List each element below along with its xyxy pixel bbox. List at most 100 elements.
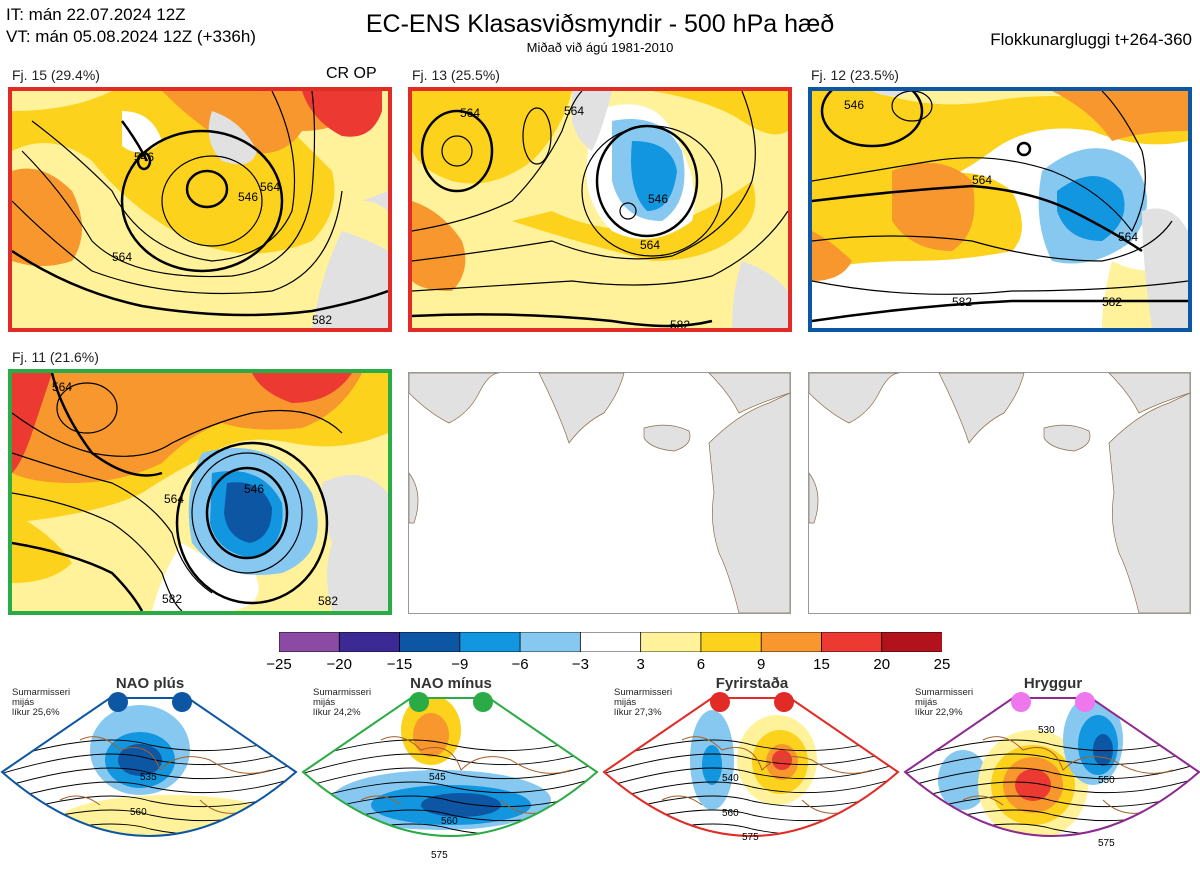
contour-label: 564 <box>112 250 132 264</box>
colorbar <box>278 631 943 653</box>
regime-note: Sumarmisseri mijás líkur 27,3% <box>614 688 672 718</box>
colorbar-swatch <box>821 631 883 653</box>
contour-label: 546 <box>648 192 668 206</box>
regime-contour-label: 560 <box>722 808 739 819</box>
regime-border <box>602 697 900 837</box>
contour-label: 564 <box>564 104 584 118</box>
regime-contour-label: 560 <box>130 807 147 818</box>
contour-label: 582 <box>162 592 182 606</box>
empty-map-panel-5 <box>408 372 791 614</box>
contour-label: 564 <box>972 173 992 187</box>
contour-label: 546 <box>134 150 154 164</box>
cr-op-label: CR OP <box>326 65 377 82</box>
contour-label: 582 <box>952 295 972 309</box>
classification-window: Flokkunargluggi t+264-360 <box>990 30 1192 49</box>
colorbar-swatch <box>760 631 823 653</box>
regime-note-line: Sumarmisseri <box>12 687 71 698</box>
contour-label: 564 <box>640 238 660 252</box>
colorbar-tick-label: −25 <box>266 656 292 673</box>
regime-contour-label: 540 <box>722 773 739 784</box>
regime-note: Sumarmisseri mijás líkur 24,2% <box>313 688 371 718</box>
regime-contour-label: 535 <box>140 772 157 783</box>
cluster-map-panel-2: 564 564 546 564 582 <box>408 87 792 332</box>
colorbar-swatch <box>700 631 763 653</box>
regime-dot <box>1075 692 1095 712</box>
contour-label: 564 <box>52 380 72 394</box>
colorbar-tick-label: 3 <box>636 656 645 673</box>
contour-label: 546 <box>844 98 864 112</box>
colorbar-swatch <box>338 631 401 653</box>
colorbar-swatches <box>278 631 943 653</box>
colorbar-swatch <box>640 631 702 653</box>
regime-note-line: mijás <box>313 697 336 708</box>
regime-contour-label: 560 <box>441 816 458 827</box>
cluster-map-panel-1: 546 564 546 564 582 <box>8 87 392 332</box>
regime-dot <box>409 692 429 712</box>
regime-dot <box>1011 692 1031 712</box>
panel-4-label: Fj. 11 (21.6%) <box>12 349 99 365</box>
cluster-map-panel-3: 546 564 564 582 582 <box>808 87 1192 332</box>
empty-map-5 <box>409 373 790 613</box>
regime-contour-label: 530 <box>1038 725 1055 736</box>
regime-note: Sumarmisseri mijás líkur 22,9% <box>915 688 973 718</box>
colorbar-swatch <box>579 631 642 653</box>
regime-note-line: mijás <box>12 697 35 708</box>
cluster-map-panel-4: 564 546 564 582 582 <box>8 369 392 615</box>
regime-dot <box>710 692 730 712</box>
colorbar-tick-label: 25 <box>933 656 951 673</box>
colorbar-tick-label: 9 <box>757 656 766 673</box>
regime-map: 535 560 <box>0 692 298 837</box>
colorbar-tick-label: −20 <box>326 656 352 673</box>
regime-contour-label: 575 <box>742 832 759 843</box>
regime-dot <box>473 692 493 712</box>
colorbar-swatch <box>459 631 521 653</box>
regime-note-line: líkur 25,6% <box>12 707 60 718</box>
regime-note-line: Sumarmisseri <box>313 687 372 698</box>
valid-time-text: VT: mán 05.08.2024 12Z (+336h) <box>6 27 256 46</box>
colorbar-tick-label: 15 <box>813 656 830 673</box>
regime-dot <box>774 692 794 712</box>
regime-name: Fyrirstaða <box>715 675 789 692</box>
regime-border <box>903 697 1200 837</box>
regime-panel: 545 560 575 NAO mínus Sumarmisseri mijás líkur… <box>301 675 599 870</box>
contour-label: 582 <box>312 313 332 327</box>
contour-label: 564 <box>1118 230 1138 244</box>
regime-note: Sumarmisseri mijás líkur 25,6% <box>12 688 70 718</box>
cluster-map-1: 546 564 546 564 582 <box>12 91 388 328</box>
contour-label: 546 <box>238 190 258 204</box>
regime-border <box>0 697 298 837</box>
regime-map: 530 550 575 <box>903 692 1200 849</box>
regime-note-line: Sumarmisseri <box>915 687 974 698</box>
page-title: EC-ENS Klasasviðsmyndir - 500 hPa hæð <box>365 10 835 38</box>
empty-map-panel-6 <box>808 372 1191 614</box>
regime-map: 540 560 575 <box>602 692 900 843</box>
regime-panel: 540 560 575 Fyrirstaða Sumarmisseri mijás líku… <box>602 675 900 870</box>
regime-contour-label: 550 <box>1098 775 1115 786</box>
cluster-map-4: 564 546 564 582 582 <box>12 373 388 611</box>
contour-label: 582 <box>318 594 338 608</box>
contour-label: 546 <box>244 482 264 496</box>
colorbar-swatch <box>399 631 461 653</box>
regime-note-line: mijás <box>614 697 637 708</box>
cluster-map-3: 546 564 564 582 582 <box>812 91 1188 328</box>
colorbar-swatch <box>881 631 943 653</box>
contour-label: 564 <box>260 180 280 194</box>
cluster-map-2: 564 564 546 564 582 <box>412 91 788 328</box>
colorbar-tick-label: 6 <box>696 656 706 673</box>
colorbar-tick-label: 20 <box>873 656 891 673</box>
panel-3-label: Fj. 12 (23.5%) <box>811 67 899 83</box>
panel-1-label: Fj. 15 (29.4%) <box>12 67 100 83</box>
init-time-text: IT: mán 22.07.2024 12Z <box>6 5 186 24</box>
contour-label: 582 <box>670 318 690 328</box>
regime-contour-label: 575 <box>431 850 448 861</box>
colorbar-tick-label: −6 <box>511 656 529 673</box>
regime-note-line: líkur 27,3% <box>614 707 662 718</box>
regime-border <box>301 697 599 837</box>
contour-label: 564 <box>460 106 480 120</box>
regime-name: Hryggur <box>1023 675 1083 692</box>
regime-name: NAO plús <box>115 675 185 692</box>
regime-name: NAO mínus <box>410 675 492 692</box>
regime-dot <box>108 692 128 712</box>
regime-contour-label: 545 <box>429 772 446 783</box>
regime-note-line: Sumarmisseri <box>614 687 673 698</box>
